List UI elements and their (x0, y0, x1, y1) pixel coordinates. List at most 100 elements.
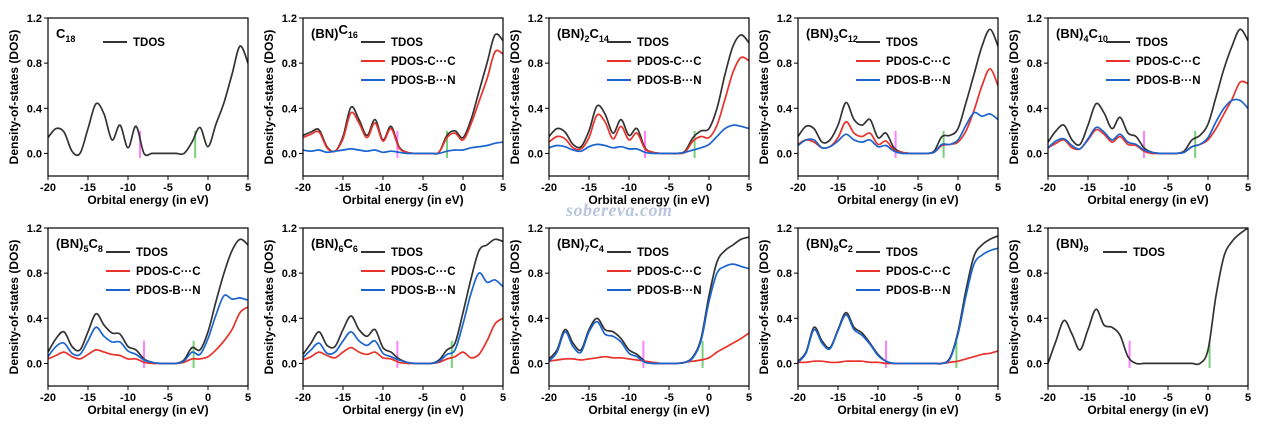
series-line-pdosbn (549, 124, 749, 155)
x-tick-label: 5 (746, 392, 752, 404)
panel-label-subscript: 9 (1083, 244, 1088, 254)
dos-panel-9: -20 -15 -10 -5 0 5 0.0 0.4 0.8 1.2 Orbital energy … (757, 223, 1001, 417)
series-group (1048, 228, 1248, 366)
series-group (48, 238, 248, 365)
x-axis-label: Orbital energy (in eV) (342, 193, 463, 207)
y-tick-label: 0.0 (27, 358, 42, 370)
x-tick-label: -10 (870, 392, 886, 404)
x-tick-label: -10 (621, 392, 637, 404)
legend-label: PDOS-B···N (637, 75, 702, 87)
x-tick-label: 0 (955, 392, 961, 404)
x-tick-label: 0 (205, 392, 211, 404)
legend-label: PDOS-B···N (136, 285, 201, 297)
plot-frame (548, 17, 750, 177)
x-tick-label: -10 (120, 392, 136, 404)
panel-label-text: C (838, 26, 848, 41)
panel-label-subscript: 5 (83, 244, 88, 254)
x-tick-label: -5 (418, 392, 428, 404)
panel-label-text: (BN) (806, 236, 833, 251)
x-axis-label: Orbital energy (in eV) (588, 193, 709, 207)
series-line-tdos (48, 45, 248, 157)
x-tick-label: -5 (913, 392, 923, 404)
panel-label-text: (BN) (1056, 236, 1083, 251)
series-group (798, 235, 998, 365)
x-tick-label: 5 (500, 392, 506, 404)
panel-label-text: (BN) (311, 236, 338, 251)
x-tick-label: -20 (1040, 392, 1056, 404)
series-line-pdoscc (549, 332, 749, 365)
legend-label: PDOS-B···N (391, 285, 456, 297)
plot-frame (47, 17, 249, 177)
dos-panel-8: -20 -15 -10 -5 0 5 0.0 0.4 0.8 1.2 Orbital energy … (508, 223, 752, 417)
x-tick-label: -15 (335, 392, 351, 404)
y-tick-label: 0.8 (777, 268, 792, 280)
y-axis-label: Density-of-states (DOS) (1007, 30, 1021, 165)
x-tick-label: 0 (460, 392, 466, 404)
plot-frame (1047, 17, 1249, 177)
y-tick-label: 1.2 (777, 223, 792, 235)
x-tick-label: 5 (1245, 392, 1251, 404)
x-tick-label: -15 (581, 392, 597, 404)
y-tick-label: 0.8 (282, 58, 297, 70)
x-tick-label: -10 (120, 182, 136, 194)
panel-label-text: C (343, 236, 353, 251)
y-tick-label: 0.8 (1027, 58, 1042, 70)
panel-label: (BN)3C12 (806, 26, 858, 44)
legend-label: TDOS (886, 37, 918, 49)
x-axis-label: Orbital energy (in eV) (87, 193, 208, 207)
panel-label-text: (BN) (1056, 26, 1083, 41)
legend-label: TDOS (886, 247, 918, 259)
x-tick-label: 0 (1205, 392, 1211, 404)
series-line-tdos (549, 34, 749, 155)
dos-panel-3: -20 -15 -10 -5 0 5 0.0 0.4 0.8 1.2 Orbital energy … (508, 13, 752, 207)
x-tick-label: -5 (1163, 392, 1173, 404)
panel-label-text: (BN) (56, 236, 83, 251)
series-line-tdos (1048, 228, 1248, 366)
panel-label-subscript: 8 (98, 244, 103, 254)
legend-label: PDOS-C···C (391, 266, 456, 278)
y-tick-label: 1.2 (1027, 223, 1042, 235)
series-line-pdosbn (303, 141, 503, 155)
panel-label: (BN)5C8 (56, 236, 103, 254)
panel-label: (BN)C16 (311, 22, 358, 41)
y-tick-label: 0.0 (777, 148, 792, 160)
legend-label: PDOS-C···C (1136, 56, 1201, 68)
legend-label: PDOS-C···C (637, 56, 702, 68)
x-tick-label: -15 (80, 182, 96, 194)
panel-label-subscript: 2 (584, 34, 589, 44)
x-tick-label: 0 (460, 182, 466, 194)
y-tick-label: 0.0 (1027, 148, 1042, 160)
series-line-pdoscc (798, 350, 998, 365)
x-tick-label: -15 (830, 392, 846, 404)
x-tick-label: 5 (995, 392, 1001, 404)
panel-label-subscript: 16 (348, 30, 358, 40)
y-tick-label: 0.4 (1027, 313, 1043, 325)
x-tick-label: -5 (163, 392, 173, 404)
series-line-pdosbn (303, 272, 503, 365)
y-axis-label: Density-of-states (DOS) (7, 240, 21, 375)
panel-label-text: C (589, 26, 599, 41)
series-line-pdosbn (798, 111, 998, 155)
x-tick-label: -5 (664, 182, 674, 194)
y-axis-label: Density-of-states (DOS) (757, 30, 771, 165)
dos-panel-6: -20 -15 -10 -5 0 5 0.0 0.4 0.8 1.2 Orbital energy … (7, 223, 251, 417)
x-tick-label: -10 (870, 182, 886, 194)
x-tick-label: 5 (500, 182, 506, 194)
y-tick-label: 0.8 (1027, 268, 1042, 280)
x-tick-label: 5 (995, 182, 1001, 194)
dos-panel-1: -20 -15 -10 -5 0 5 0.0 0.4 0.8 1.2 Orbital energy … (7, 13, 251, 207)
legend-label: PDOS-C···C (886, 266, 951, 278)
legend-label: TDOS (1136, 37, 1168, 49)
x-tick-label: -20 (40, 182, 56, 194)
x-axis-label: Orbital energy (in eV) (837, 193, 958, 207)
series-group (303, 33, 503, 155)
y-tick-label: 0.8 (528, 58, 543, 70)
x-tick-label: 0 (955, 182, 961, 194)
y-tick-label: 0.0 (282, 148, 297, 160)
panel-label-subscript: 8 (833, 244, 838, 254)
panel-label-subscript: 14 (599, 34, 609, 44)
series-line-pdoscc (549, 56, 749, 155)
y-tick-label: 1.2 (282, 13, 297, 25)
legend-label: PDOS-C···C (886, 56, 951, 68)
